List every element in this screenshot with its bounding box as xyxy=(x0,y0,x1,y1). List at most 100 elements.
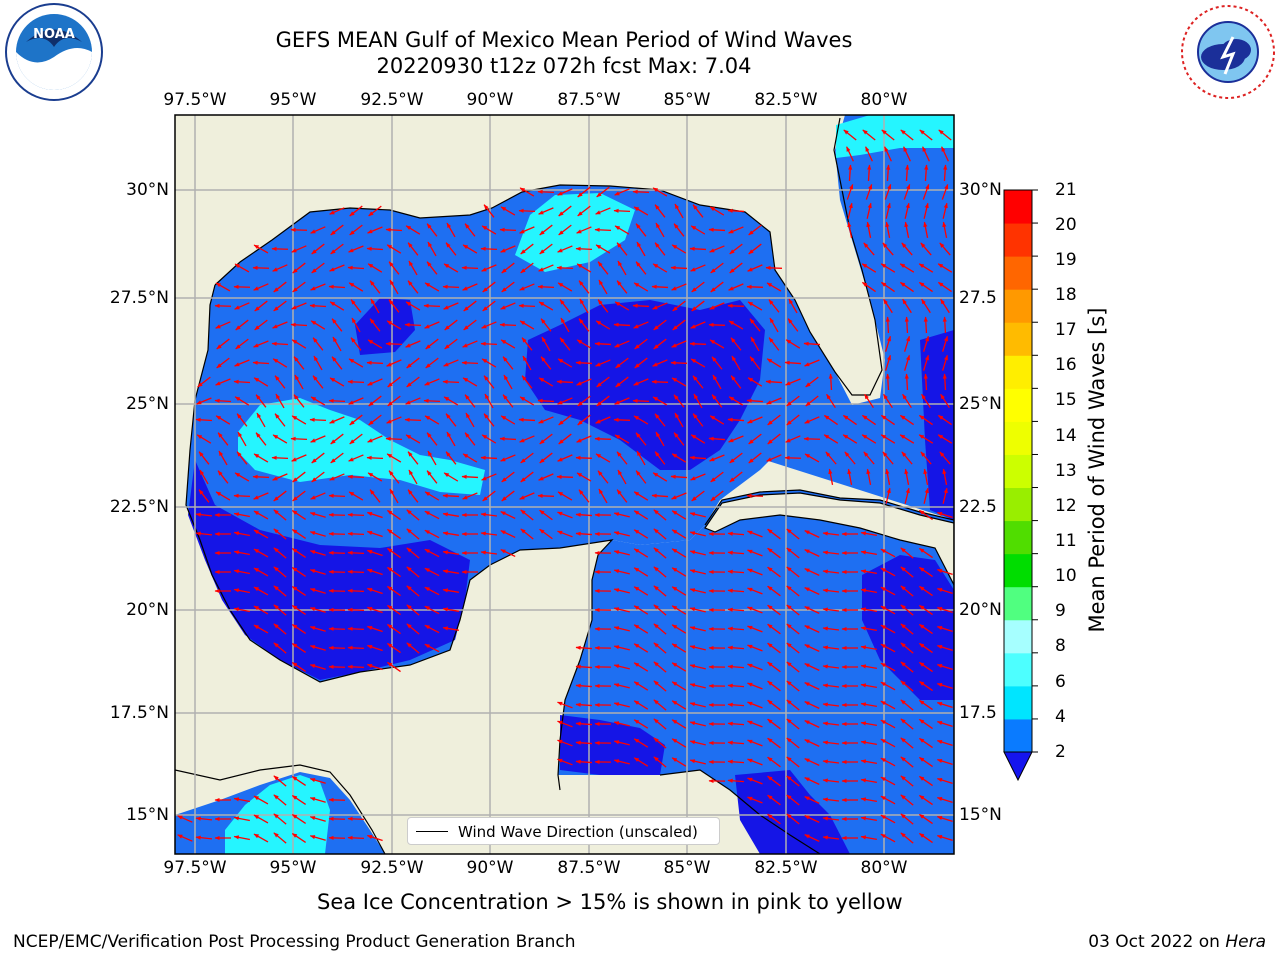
wind-wave-arrow xyxy=(482,281,496,293)
wind-wave-arrow xyxy=(557,188,573,196)
wind-wave-arrow xyxy=(442,550,459,555)
wind-wave-arrow xyxy=(350,337,362,351)
wind-wave-arrow xyxy=(442,607,459,612)
colorbar-segment xyxy=(1004,322,1032,356)
lon-tick-bottom: 90°W xyxy=(466,858,514,878)
wind-wave-arrow xyxy=(273,566,287,578)
wind-wave-arrow xyxy=(233,588,250,594)
wind-wave-arrow xyxy=(406,642,420,654)
wind-wave-arrow xyxy=(690,225,706,235)
wind-wave-arrow xyxy=(941,146,949,162)
wind-wave-arrow xyxy=(653,566,667,578)
lat-tick-right: 20°N xyxy=(959,600,1002,620)
wind-wave-arrow xyxy=(918,699,933,711)
wind-wave-arrow xyxy=(273,832,287,844)
wind-wave-arrow xyxy=(233,512,250,518)
wind-wave-arrow xyxy=(788,298,798,314)
wind-wave-arrow xyxy=(886,164,891,182)
wind-wave-arrow xyxy=(692,413,704,427)
wind-wave-arrow xyxy=(614,340,630,348)
wind-wave-arrow xyxy=(233,816,250,822)
wind-wave-arrow xyxy=(689,721,706,727)
wind-wave-arrow xyxy=(614,434,630,444)
wind-wave-arrow xyxy=(747,682,763,690)
wind-wave-arrow xyxy=(273,490,287,502)
wind-wave-arrow xyxy=(880,643,896,653)
wind-wave-arrow xyxy=(727,778,745,783)
wind-wave-arrow xyxy=(823,434,839,444)
wind-wave-arrow xyxy=(767,604,781,616)
wind-wave-arrow xyxy=(899,414,914,426)
colorbar-segment xyxy=(1004,520,1032,555)
wind-wave-arrow xyxy=(747,549,763,557)
wind-wave-arrow xyxy=(652,263,668,273)
wind-wave-arrow xyxy=(861,414,876,426)
wind-wave-arrow xyxy=(918,813,933,825)
wind-wave-arrow xyxy=(671,757,687,767)
lon-tick-bottom: 82.5°W xyxy=(754,858,818,878)
wind-wave-arrow xyxy=(575,645,593,650)
wind-wave-arrow xyxy=(691,300,705,312)
wind-wave-arrow xyxy=(214,303,232,308)
lat-tick-left: 30°N xyxy=(126,180,169,200)
wind-wave-arrow xyxy=(480,550,498,555)
colorbar-tick-label: 16 xyxy=(1055,355,1077,375)
wind-wave-arrow xyxy=(480,341,498,346)
wind-wave-arrow xyxy=(253,492,269,500)
wind-wave-arrow xyxy=(822,797,840,802)
wind-wave-arrow xyxy=(557,282,573,292)
wind-wave-arrow xyxy=(902,393,912,409)
wind-wave-arrow xyxy=(519,187,535,197)
wind-wave-arrow xyxy=(918,642,933,654)
wind-wave-arrow xyxy=(444,319,458,331)
wind-wave-arrow xyxy=(633,415,649,425)
wind-wave-arrow xyxy=(368,395,382,407)
wind-wave-arrow xyxy=(347,512,365,517)
wind-wave-arrow xyxy=(633,738,649,748)
wind-wave-arrow xyxy=(923,202,929,219)
wind-wave-arrow xyxy=(483,375,495,389)
wind-wave-arrow xyxy=(443,396,459,406)
wind-wave-arrow xyxy=(653,756,667,768)
wind-wave-arrow xyxy=(785,435,801,443)
wind-wave-arrow xyxy=(406,566,420,578)
wind-wave-arrow xyxy=(253,586,269,596)
wind-wave-arrow xyxy=(443,472,459,482)
wind-wave-arrow xyxy=(424,491,440,501)
wind-wave-arrow xyxy=(483,413,495,427)
wind-wave-arrow xyxy=(936,682,953,690)
wind-wave-arrow xyxy=(252,474,270,479)
wind-wave-arrow xyxy=(884,146,892,162)
wind-wave-arrow xyxy=(880,795,896,805)
wind-wave-arrow xyxy=(883,393,893,409)
wind-wave-arrow xyxy=(405,434,421,444)
wind-wave-arrow xyxy=(844,451,856,465)
wind-wave-arrow xyxy=(407,280,419,294)
wind-wave-arrow xyxy=(500,302,516,310)
wind-wave-arrow xyxy=(233,797,250,803)
wind-wave-arrow xyxy=(861,281,876,293)
wind-wave-arrow xyxy=(936,663,953,671)
wind-wave-arrow xyxy=(328,626,346,631)
wind-wave-arrow xyxy=(635,261,647,275)
wind-wave-arrow xyxy=(291,510,307,520)
wind-wave-arrow xyxy=(861,434,877,444)
wind-wave-arrow xyxy=(689,683,706,689)
wind-wave-arrow xyxy=(767,661,781,673)
wind-wave-arrow xyxy=(847,221,853,238)
lon-tick-bottom: 92.5°W xyxy=(360,858,424,878)
wind-wave-arrow xyxy=(881,129,895,141)
wind-wave-arrow xyxy=(671,283,687,291)
wind-wave-arrow xyxy=(309,778,326,784)
wind-wave-arrow xyxy=(617,469,627,485)
wind-wave-arrow xyxy=(255,432,267,446)
wind-wave-arrow xyxy=(253,377,269,387)
wind-wave-arrow xyxy=(747,625,763,633)
wind-wave-arrow xyxy=(462,283,478,291)
wind-wave-arrow xyxy=(918,585,933,597)
wind-wave-arrow xyxy=(804,663,820,671)
colorbar-tick-label: 17 xyxy=(1055,320,1077,340)
low-period-region-east-gulf xyxy=(525,300,765,470)
colorbar-segment xyxy=(1004,355,1032,389)
wind-wave-arrow xyxy=(575,455,593,460)
